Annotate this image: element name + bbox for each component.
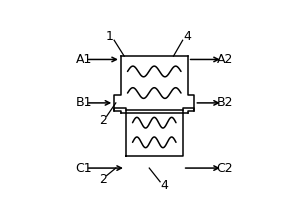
Text: C2: C2	[216, 162, 233, 174]
Text: B2: B2	[216, 96, 233, 109]
Text: 1: 1	[106, 30, 114, 43]
Text: B1: B1	[76, 96, 92, 109]
Text: A2: A2	[216, 53, 233, 66]
Text: A1: A1	[76, 53, 92, 66]
Text: C1: C1	[76, 162, 92, 174]
Text: 4: 4	[160, 179, 168, 192]
Text: 2: 2	[99, 114, 107, 127]
Text: 2: 2	[99, 173, 107, 186]
Text: 4: 4	[184, 30, 192, 43]
